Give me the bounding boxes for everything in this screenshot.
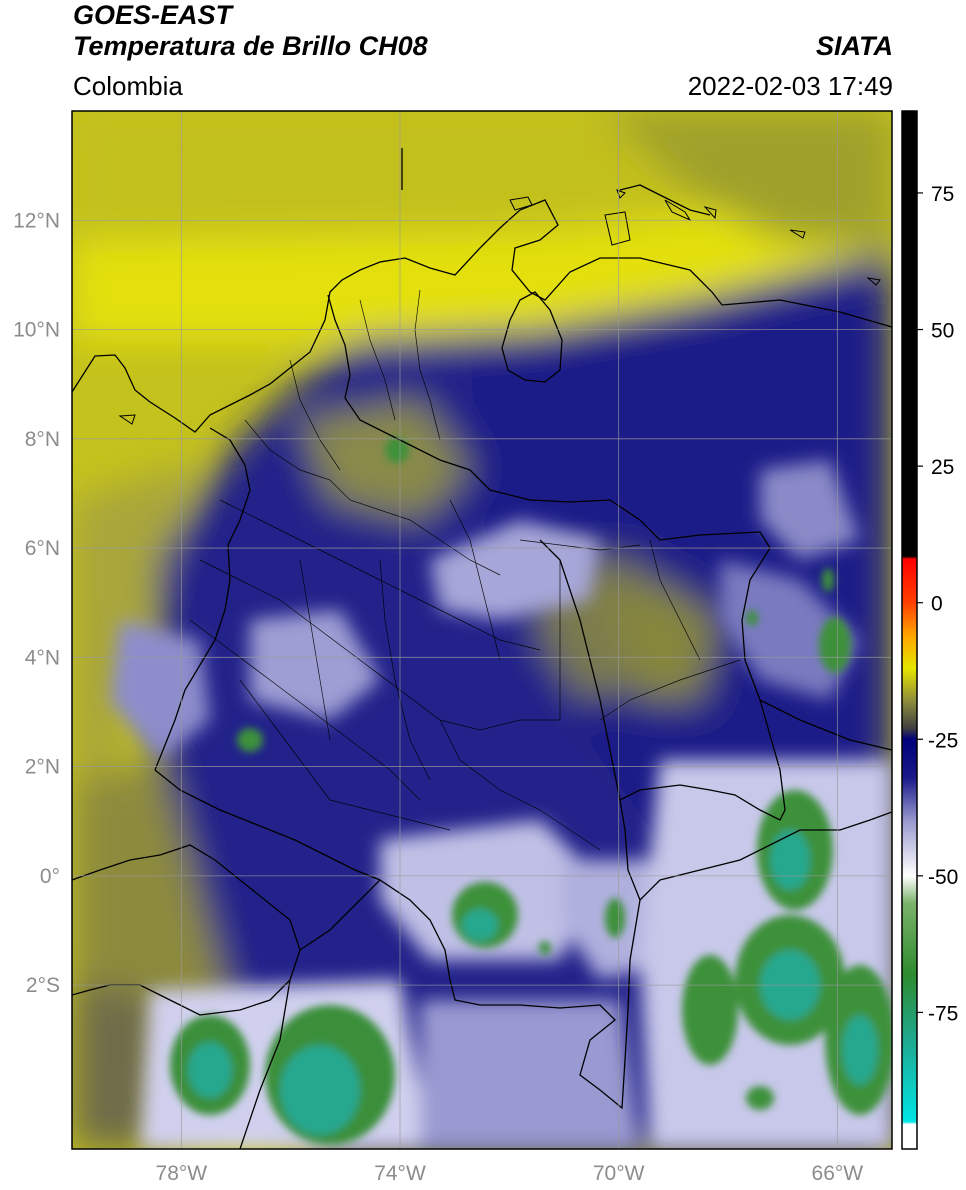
- lon-tick-label: 78°W: [156, 1162, 208, 1185]
- colorbar-ticks: 75 50 25 0 -25 -50 -75: [917, 183, 958, 1025]
- colorbar-tick-label: 0: [931, 593, 943, 616]
- lat-tick-label: 2°S: [26, 974, 60, 997]
- source-label: SIATA: [816, 31, 893, 61]
- longitude-labels: 78°W 74°W 70°W 66°W: [156, 1162, 864, 1185]
- satellite-imagery: [72, 111, 892, 1149]
- colorbar-tick-label: 75: [931, 183, 954, 206]
- map-frame: [71, 110, 893, 1150]
- title-product: Temperatura de Brillo CH08: [73, 31, 428, 61]
- latitude-labels: 12°N 10°N 8°N 6°N 4°N 2°N 0° 2°S: [13, 209, 60, 997]
- lon-tick-label: 66°W: [812, 1162, 864, 1185]
- datetime-label: 2022-02-03 17:49: [687, 71, 893, 101]
- department-borders: [189, 289, 741, 851]
- lat-tick-label: 0°: [40, 865, 60, 888]
- lat-tick-label: 2°N: [25, 756, 60, 779]
- lat-tick-label: 6°N: [25, 537, 60, 560]
- lat-tick-label: 12°N: [13, 209, 60, 232]
- lat-tick-label: 8°N: [25, 428, 60, 451]
- graticule: [72, 111, 892, 1149]
- title-satellite: GOES-EAST: [73, 0, 233, 30]
- colorbar: [901, 110, 918, 1150]
- colorbar-tick-label: -25: [928, 729, 958, 752]
- region-label: Colombia: [73, 71, 183, 101]
- colorbar-tick-label: -50: [928, 866, 958, 889]
- lon-tick-label: 74°W: [374, 1162, 426, 1185]
- lon-tick-label: 70°W: [593, 1162, 645, 1185]
- colorbar-tick-label: -75: [928, 1002, 958, 1025]
- lat-tick-label: 4°N: [25, 646, 60, 669]
- lat-tick-label: 10°N: [13, 319, 60, 342]
- colorbar-tick-label: 25: [931, 456, 954, 479]
- colorbar-tick-label: 50: [931, 320, 954, 343]
